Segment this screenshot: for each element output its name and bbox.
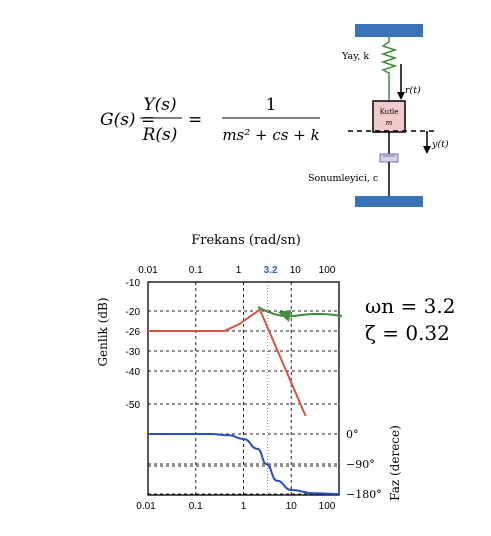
- damping-ratio-text: ζ = 0.32: [365, 321, 450, 345]
- magnitude-tick-label: -26: [126, 327, 141, 338]
- x-tick-label-bottom: 100: [319, 501, 336, 512]
- bottom-wall: [355, 196, 423, 207]
- tf-ratio-denominator: R(s): [142, 125, 178, 145]
- x-tick-label-bottom: 1: [241, 501, 247, 512]
- x-ticks-top: 0.01 0.1 1 3.2 10 100: [138, 265, 336, 276]
- output-arrow-head: [423, 146, 431, 154]
- magnitude-tick-label: -40: [126, 367, 141, 378]
- x-tick-label-top: 0.1: [189, 265, 203, 276]
- phase-tick-label: −180°: [346, 488, 382, 501]
- tf-fraction-denominator: ms² + cs + k: [222, 126, 319, 144]
- natural-frequency-text: ωn = 3.2: [365, 294, 455, 318]
- tf-equals: =: [188, 110, 202, 130]
- transfer-function: G(s) = Y(s) R(s) = 1 ms² + cs + k: [100, 95, 320, 145]
- x-ticks-bottom: 0.01 0.1 1 10 100: [136, 501, 336, 512]
- damper-label: Sonumleyici, c: [308, 173, 378, 184]
- magnitude-tick-label: -10: [126, 278, 141, 289]
- phase-tick-label: −90°: [346, 458, 375, 471]
- x-tick-label-bottom: 10: [286, 501, 298, 512]
- magnitude-tick-label: -30: [126, 347, 141, 358]
- mass-symbol: m: [386, 119, 393, 127]
- phase-line: [148, 433, 340, 495]
- phase-y-ticks: 0° −90° −180°: [346, 428, 382, 501]
- phase-tick-label: 0°: [346, 428, 359, 441]
- chart-title: Frekans (rad/sn): [191, 233, 301, 248]
- x-tick-label-bottom: 0.01: [136, 501, 156, 512]
- phase-axis-label: Faz (derece): [388, 425, 402, 501]
- output-label: y(t): [431, 139, 449, 150]
- annotation-arrow-head: [278, 310, 291, 322]
- chart-frame: [147, 281, 340, 496]
- input-arrow-head: [397, 92, 405, 100]
- top-wall: [355, 24, 423, 37]
- magnitude-axis-label: Genlik (dB): [96, 297, 110, 366]
- tf-ratio-numerator: Y(s): [143, 95, 176, 115]
- tf-lhs: G(s) =: [100, 110, 155, 130]
- mass-label: Kutle: [380, 108, 399, 116]
- spring-label: Yay, k: [341, 51, 369, 62]
- x-tick-label-top: 100: [319, 265, 336, 276]
- magnitude-y-ticks: -10 -20 -26 -30 -40 -50: [126, 278, 141, 411]
- mechanism: Yay, k r(t) Kutle m y(t) Sonumleyici, c: [308, 24, 449, 207]
- spring: [380, 37, 398, 100]
- magnitude-tick-label: -50: [126, 400, 141, 411]
- magnitude-line: [148, 308, 307, 417]
- damper-cylinder: [379, 153, 399, 163]
- x-tick-label-top: 10: [290, 265, 302, 276]
- x-tick-label-top: 3.2: [264, 265, 278, 276]
- tf-fraction-numerator: 1: [266, 95, 277, 115]
- magnitude-tick-label: -20: [126, 307, 141, 318]
- mass-block: [372, 100, 406, 133]
- x-tick-label-top: 0.01: [138, 265, 158, 276]
- x-tick-label-top: 1: [236, 265, 242, 276]
- input-label: r(t): [405, 85, 421, 96]
- x-tick-label-bottom: 0.1: [189, 501, 203, 512]
- annotation-arrow-line: [257, 306, 343, 318]
- natural-frequency-annotation: ωn = 3.2 ζ = 0.32: [257, 294, 455, 345]
